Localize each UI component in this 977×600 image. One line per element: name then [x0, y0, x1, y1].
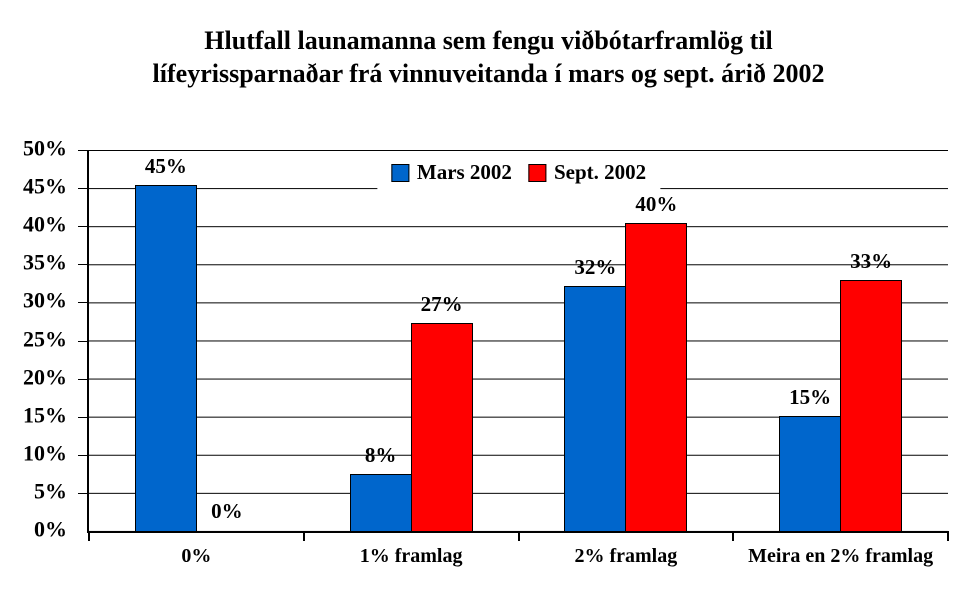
bar-value-label: 40% — [635, 192, 678, 217]
y-axis-tick — [78, 150, 87, 151]
x-axis-tick — [517, 531, 520, 541]
y-axis-tick — [78, 340, 87, 342]
y-axis-tick — [78, 226, 87, 228]
bar-value-label: 32% — [574, 254, 617, 279]
x-axis-tick — [947, 531, 949, 541]
x-axis-label: 2% framlag — [574, 545, 678, 567]
legend-label-sept: Sept. 2002 — [553, 160, 647, 184]
bar-groups: 45% 0% 8% 27% 32% 40% — [89, 150, 948, 531]
y-axis-tick — [78, 378, 87, 380]
y-axis-label: 0% — [34, 516, 67, 542]
y-axis-tick — [78, 416, 87, 418]
x-axis-tick — [732, 531, 735, 541]
x-axis-labels: 0% 1% framlag 2% framlag Meira en 2% fra… — [89, 545, 948, 568]
y-axis-label: 5% — [34, 478, 67, 504]
y-axis-label: 15% — [23, 402, 67, 428]
y-axis-tick — [78, 264, 87, 266]
legend-label-mars: Mars 2002 — [416, 160, 512, 184]
x-axis-tick — [88, 531, 90, 541]
bar-value-label: 45% — [144, 154, 187, 179]
legend-item-sept: Sept. 2002 — [527, 160, 647, 185]
chart-title-line1: Hlutfall launamanna sem fengu viðbótarfr… — [204, 26, 773, 55]
bar-mars-meira: 15% — [779, 385, 842, 531]
bar-value-label: 15% — [789, 384, 832, 409]
bar-value-label: 27% — [420, 291, 463, 316]
bar-sept-2pct: 40% — [625, 192, 688, 531]
y-axis-label: 20% — [23, 364, 67, 390]
bar-mars-1pct: 8% — [349, 443, 412, 531]
y-axis-tick — [78, 454, 87, 456]
y-axis-label: 50% — [23, 135, 67, 161]
legend-item-mars: Mars 2002 — [390, 160, 512, 185]
y-axis-label: 30% — [23, 288, 67, 314]
legend-swatch-mars-icon — [390, 163, 409, 182]
bar-group-meira-en-2pct: 15% 33% — [733, 150, 948, 531]
bar-sept-meira: 33% — [840, 249, 903, 531]
bar-group-2pct-framlag: 32% 40% — [519, 150, 734, 531]
bar-mars-0pct: 45% — [134, 154, 197, 531]
y-axis-label: 40% — [23, 211, 67, 237]
legend-swatch-sept-icon — [527, 163, 546, 182]
chart-title: Hlutfall launamanna sem fengu viðbótarfr… — [0, 24, 977, 90]
bar-group-0pct: 45% 0% — [89, 150, 304, 531]
y-axis-tick — [78, 492, 87, 494]
x-axis-label: Meira en 2% framlag — [748, 545, 934, 567]
plot-area: 50% 45% 40% 35% 30% 25% 20% 15% 10% 5% 0… — [23, 136, 949, 567]
y-axis-label: 10% — [23, 440, 67, 466]
y-axis-label: 35% — [23, 249, 67, 275]
x-axis-label: 0% — [181, 545, 212, 567]
bar-value-label: 8% — [364, 442, 397, 467]
y-axis-label: 25% — [23, 326, 67, 352]
bar-group-1pct-framlag: 8% 27% — [304, 150, 519, 531]
legend: Mars 2002 Sept. 2002 — [376, 152, 661, 193]
bar-value-label: 33% — [850, 248, 893, 273]
chart-title-line2: lífeyrissparnaðar frá vinnuveitanda í ma… — [152, 59, 825, 88]
y-axis-tick — [78, 188, 87, 190]
bar-value-label: 0% — [211, 499, 243, 523]
x-axis-tick — [302, 531, 305, 541]
y-axis-label: 45% — [23, 173, 67, 199]
x-axis-label: 1% framlag — [359, 545, 463, 567]
bar-sept-1pct: 27% — [410, 292, 473, 531]
bar-mars-2pct: 32% — [564, 255, 627, 531]
y-axis-tick — [78, 302, 87, 304]
